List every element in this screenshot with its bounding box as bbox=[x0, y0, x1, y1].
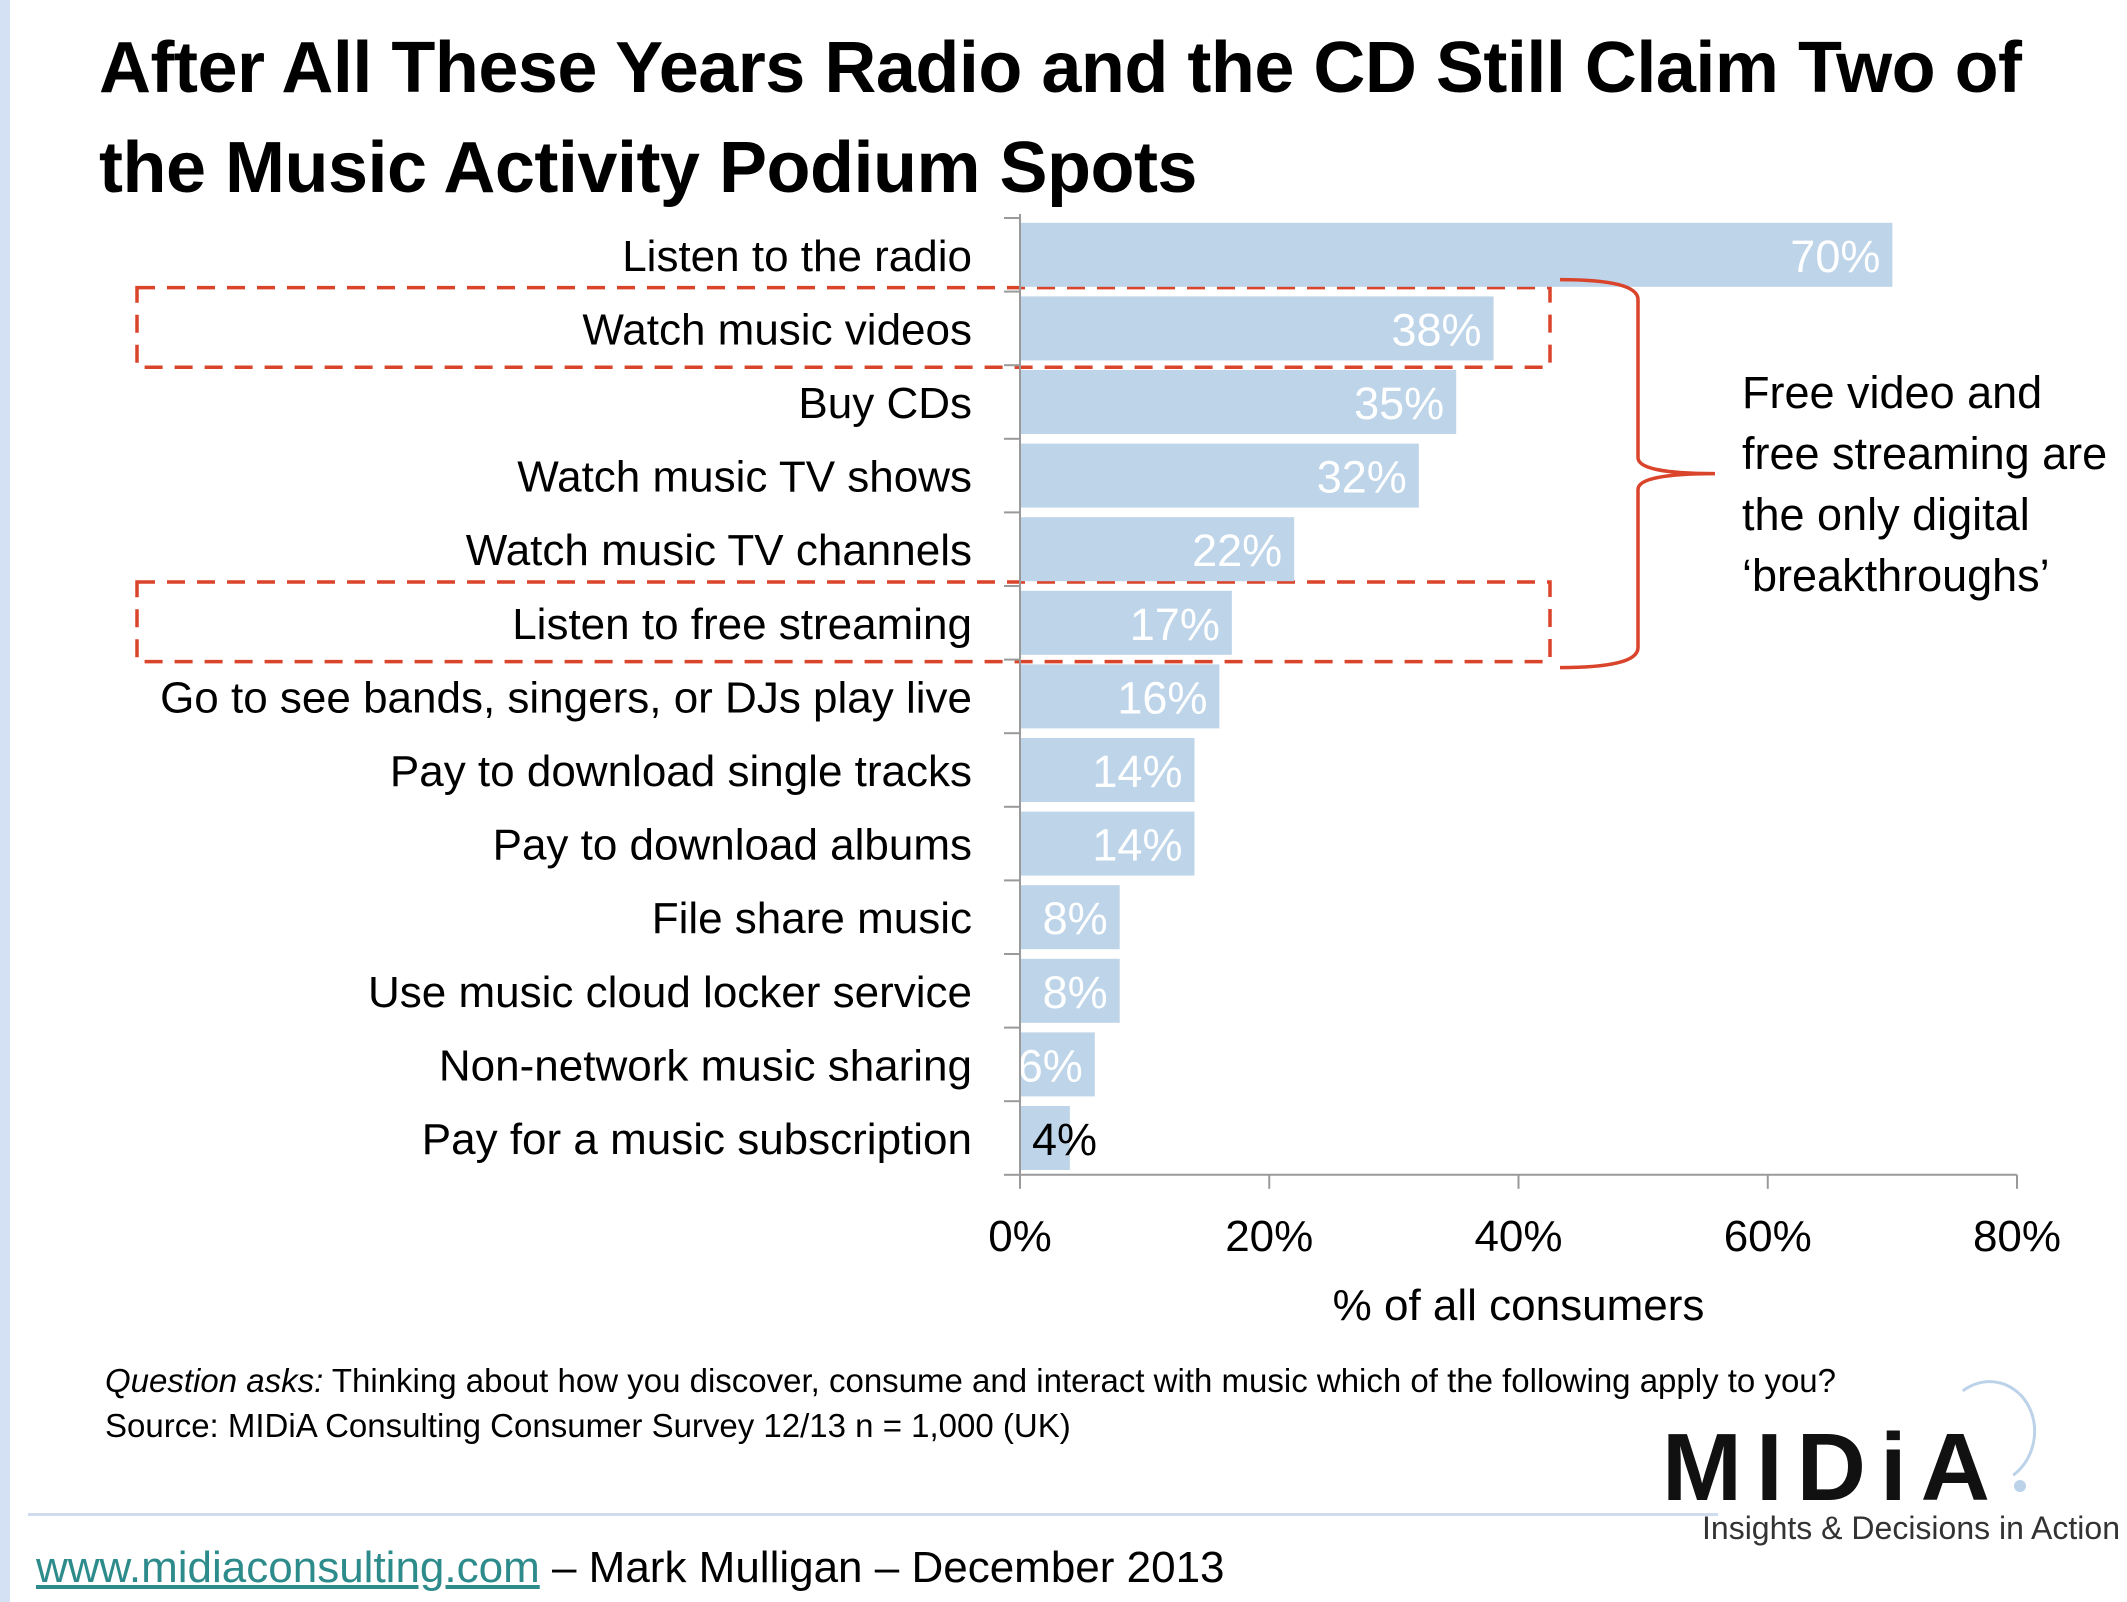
value-label: 14% bbox=[1092, 746, 1182, 797]
category-label: Watch music videos bbox=[582, 305, 972, 354]
value-label: 32% bbox=[1317, 452, 1407, 503]
highlight-box bbox=[135, 285, 1552, 369]
logo-tagline: Insights & Decisions in Action bbox=[1702, 1510, 2120, 1546]
x-tick-label: 80% bbox=[1973, 1212, 2061, 1261]
category-label: Pay to download single tracks bbox=[390, 747, 972, 796]
bar bbox=[1020, 1032, 1095, 1097]
bar bbox=[1020, 811, 1195, 876]
category-label: File share music bbox=[652, 894, 972, 943]
value-label: 17% bbox=[1130, 599, 1220, 650]
midia-logo: MIDiA bbox=[1662, 1414, 2004, 1521]
footer-divider bbox=[28, 1513, 1718, 1516]
left-accent-strip bbox=[0, 0, 10, 1602]
bar bbox=[1020, 664, 1220, 729]
bar bbox=[1020, 1106, 1070, 1170]
x-axis-title: % of all consumers bbox=[1333, 1281, 1705, 1330]
chart-title: After All These Years Radio and the CD S… bbox=[99, 28, 2022, 208]
x-tick-label: 0% bbox=[988, 1212, 1052, 1261]
value-label: 16% bbox=[1117, 672, 1207, 723]
category-label: Watch music TV channels bbox=[466, 526, 972, 575]
x-tick-label: 40% bbox=[1474, 1212, 1562, 1261]
value-label: 38% bbox=[1391, 304, 1481, 355]
website-link[interactable]: www.midiaconsulting.com bbox=[36, 1543, 540, 1592]
category-label: Non-network music sharing bbox=[439, 1041, 972, 1090]
x-tick-label: 20% bbox=[1225, 1212, 1313, 1261]
value-label: 4% bbox=[1032, 1114, 1097, 1165]
bar bbox=[1020, 590, 1232, 655]
curly-bracket bbox=[1559, 277, 1716, 670]
value-label: 14% bbox=[1092, 820, 1182, 871]
category-label: Listen to the radio bbox=[622, 232, 972, 281]
logo-dot-icon bbox=[2014, 1480, 2026, 1492]
question-label: Question asks: bbox=[105, 1362, 324, 1399]
bar bbox=[1020, 517, 1295, 582]
value-label: 35% bbox=[1354, 378, 1444, 429]
question-line: Question asks: Thinking about how you di… bbox=[105, 1358, 1836, 1403]
bar bbox=[1020, 370, 1457, 434]
source-note: Source: MIDiA Consulting Consumer Survey… bbox=[105, 1407, 1071, 1444]
category-label: Pay for a music subscription bbox=[422, 1115, 972, 1164]
value-label: 22% bbox=[1192, 525, 1282, 576]
footnote: Question asks: Thinking about how you di… bbox=[105, 1358, 1836, 1448]
x-tick-label: 60% bbox=[1724, 1212, 1812, 1261]
value-label: 8% bbox=[1043, 967, 1108, 1018]
footer-credit: – Mark Mulligan – December 2013 bbox=[539, 1543, 1225, 1592]
category-label: Go to see bands, singers, or DJs play li… bbox=[160, 673, 972, 722]
value-label: 6% bbox=[1018, 1040, 1083, 1091]
value-label: 70% bbox=[1790, 231, 1880, 282]
category-label: Pay to download albums bbox=[493, 821, 972, 870]
highlight-box bbox=[135, 580, 1552, 664]
category-label: Watch music TV shows bbox=[517, 453, 972, 502]
bar bbox=[1020, 958, 1120, 1023]
bar bbox=[1020, 296, 1494, 361]
category-label: Listen to free streaming bbox=[512, 600, 972, 649]
category-label: Use music cloud locker service bbox=[368, 968, 972, 1017]
bracket-annotation: Free video and free streaming are the on… bbox=[1742, 367, 2108, 601]
value-label: 8% bbox=[1043, 893, 1108, 944]
bar bbox=[1020, 222, 1893, 287]
bar bbox=[1020, 885, 1120, 950]
bar bbox=[1020, 443, 1419, 508]
footer: www.midiaconsulting.com – Mark Mulligan … bbox=[36, 1538, 1225, 1598]
category-label: Buy CDs bbox=[798, 379, 972, 428]
bar bbox=[1020, 738, 1195, 802]
question-text: Thinking about how you discover, consume… bbox=[323, 1362, 1837, 1399]
